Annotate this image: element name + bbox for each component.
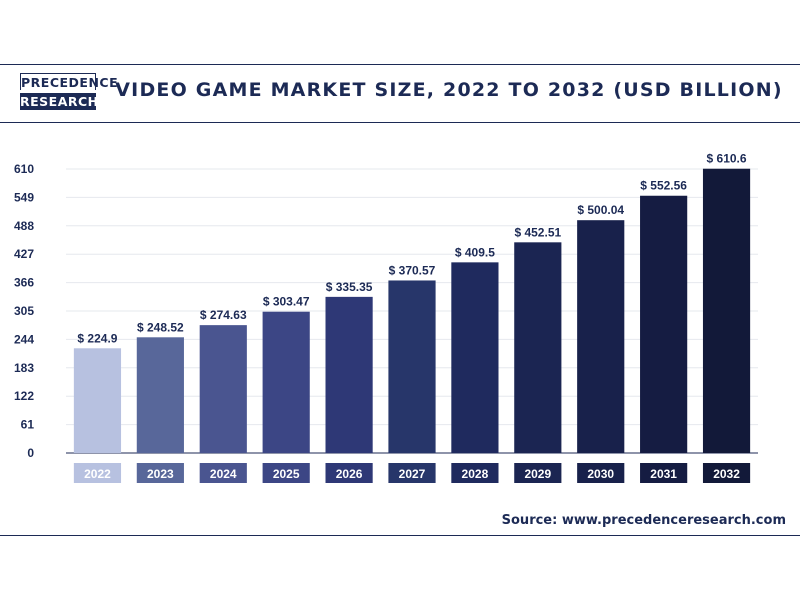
chart-header: PRECEDENCE RESEARCH VIDEO GAME MARKET SI… <box>0 65 800 123</box>
y-tick-label: 427 <box>14 247 34 261</box>
x-tick-label: 2022 <box>84 467 111 481</box>
bar <box>388 280 436 453</box>
category-box <box>262 463 310 483</box>
data-label: $ 452.51 <box>514 225 561 239</box>
data-label: $ 335.35 <box>326 280 373 294</box>
logo-bottom-text: RESEARCH <box>20 93 99 110</box>
category-box <box>73 463 122 483</box>
x-tick-label: 2027 <box>399 467 426 481</box>
bar-chart: 0 61 122 183 244 305 366 427 488 549 610 $ 224.9 202… <box>14 152 758 483</box>
y-tick-label: 549 <box>14 190 34 204</box>
data-label: $ 274.63 <box>200 308 247 322</box>
chart-title: VIDEO GAME MARKET SIZE, 2022 TO 2032 (US… <box>115 79 783 101</box>
x-tick-label: 2028 <box>462 467 489 481</box>
bar <box>73 348 122 453</box>
x-tick-label: 2029 <box>524 467 551 481</box>
bar <box>451 262 499 453</box>
source-credit: Source: www.precedenceresearch.com <box>501 513 786 528</box>
bar <box>514 242 562 453</box>
bar <box>325 296 373 453</box>
y-tick-label: 61 <box>21 418 35 432</box>
x-tick-label: 2032 <box>713 467 740 481</box>
category-box <box>640 463 688 483</box>
x-tick-label: 2031 <box>650 467 677 481</box>
y-tick-label: 366 <box>14 276 34 290</box>
y-tick-label: 610 <box>14 162 34 176</box>
data-label: $ 224.9 <box>77 331 117 345</box>
category-box <box>514 463 562 483</box>
category-box <box>136 463 184 483</box>
data-label: $ 552.56 <box>640 179 687 193</box>
data-label: $ 610.6 <box>707 152 747 166</box>
category-box <box>702 463 751 483</box>
bar <box>262 311 310 453</box>
x-tick-label: 2030 <box>587 467 614 481</box>
brand-logo: PRECEDENCE RESEARCH <box>20 73 119 113</box>
logo-top-text: PRECEDENCE <box>20 73 119 90</box>
bar <box>577 220 625 453</box>
bar <box>640 195 688 453</box>
category-box <box>388 463 436 483</box>
y-tick-label: 488 <box>14 219 34 233</box>
x-tick-label: 2024 <box>210 467 237 481</box>
y-tick-label: 122 <box>14 389 34 403</box>
data-label: $ 409.5 <box>455 245 495 259</box>
chart-card: PRECEDENCE RESEARCH VIDEO GAME MARKET SI… <box>0 64 800 536</box>
y-tick-label: 305 <box>14 304 34 318</box>
y-tick-label: 244 <box>14 332 34 346</box>
data-label: $ 303.47 <box>263 295 310 309</box>
data-label: $ 500.04 <box>577 203 624 217</box>
category-box <box>325 463 373 483</box>
category-box <box>577 463 625 483</box>
data-label: $ 248.52 <box>137 320 184 334</box>
x-tick-label: 2023 <box>147 467 174 481</box>
category-box <box>199 463 247 483</box>
data-label: $ 370.57 <box>389 263 436 277</box>
category-box <box>451 463 499 483</box>
bar <box>702 168 751 454</box>
bar <box>136 337 184 453</box>
y-tick-label: 183 <box>14 361 34 375</box>
x-tick-label: 2026 <box>336 467 363 481</box>
x-tick-label: 2025 <box>273 467 300 481</box>
y-tick-label: 0 <box>27 446 34 460</box>
bar <box>199 325 247 453</box>
